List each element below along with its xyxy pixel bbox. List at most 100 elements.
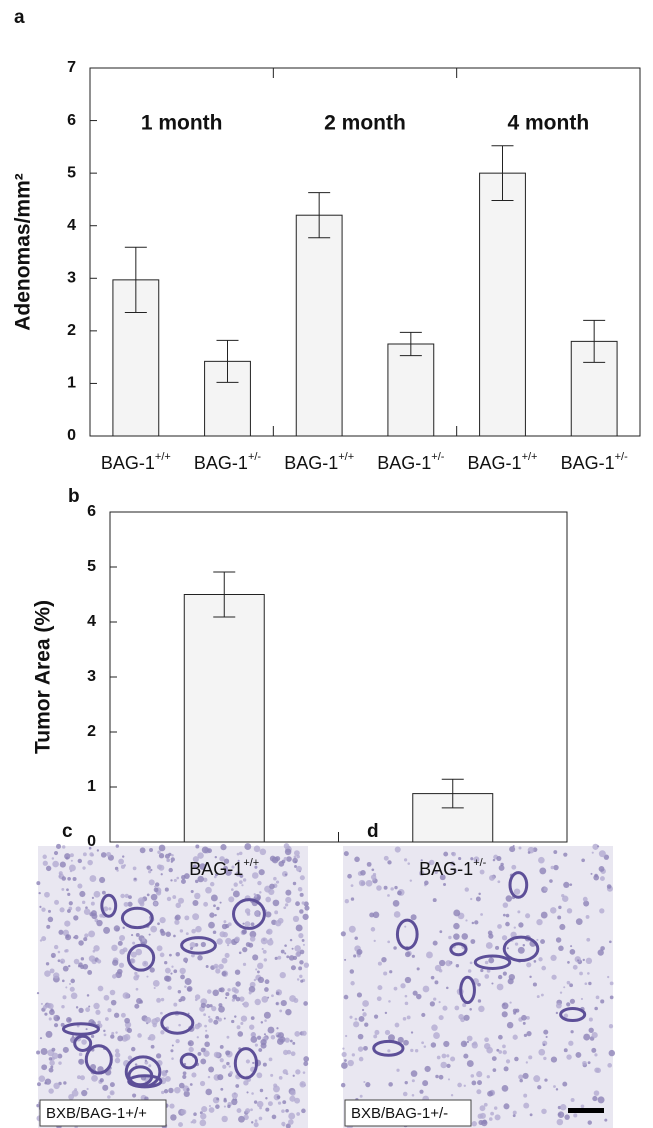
tissue <box>238 951 242 955</box>
tissue <box>410 1070 418 1077</box>
tissue <box>544 1078 548 1082</box>
tissue <box>36 1103 40 1108</box>
tissue <box>358 1056 364 1062</box>
tissue <box>53 850 59 856</box>
tissue <box>390 887 394 891</box>
tissue <box>591 1032 598 1039</box>
tissue <box>251 872 259 879</box>
tissue <box>298 966 303 971</box>
tissue <box>442 1005 448 1011</box>
tissue <box>205 886 212 894</box>
tissue <box>215 1016 220 1020</box>
tissue <box>203 1013 207 1017</box>
tissue <box>217 1017 222 1022</box>
tissue <box>245 1059 251 1064</box>
tissue <box>502 1050 507 1055</box>
tissue <box>350 981 355 986</box>
tissue <box>216 938 223 945</box>
tissue <box>147 1036 151 1041</box>
tissue <box>160 1030 165 1035</box>
tissue <box>58 929 64 935</box>
tissue <box>502 1044 506 1049</box>
tissue <box>301 901 305 905</box>
tissue <box>258 869 265 876</box>
tissue <box>394 1022 400 1028</box>
tissue <box>168 852 172 857</box>
tissue <box>166 858 171 863</box>
tissue <box>232 890 240 898</box>
tissue <box>607 975 610 979</box>
tissue <box>303 1056 310 1062</box>
tissue <box>410 1048 414 1053</box>
tissue <box>416 993 422 1000</box>
error-bar <box>213 571 236 618</box>
tissue <box>245 1108 251 1114</box>
tissue <box>242 922 245 925</box>
tissue <box>470 857 474 861</box>
tissue <box>231 888 234 891</box>
panel-label: a <box>14 7 25 28</box>
tissue <box>71 1035 75 1038</box>
tissue <box>258 1048 263 1052</box>
tissue <box>189 941 196 948</box>
tissue <box>188 1042 191 1045</box>
tissue <box>209 912 215 918</box>
tissue <box>73 936 76 939</box>
caption: BXB/BAG-1+/- <box>351 1105 448 1122</box>
tissue <box>365 879 373 887</box>
tissue <box>240 1015 248 1022</box>
tissue <box>271 994 274 998</box>
tissue <box>404 976 412 984</box>
tissue <box>381 957 387 963</box>
tissue <box>280 999 287 1007</box>
tissue <box>517 910 521 914</box>
tissue <box>55 843 62 849</box>
tissue <box>283 906 287 910</box>
tissue <box>179 967 186 975</box>
tissue <box>533 960 537 963</box>
tissue <box>195 925 202 933</box>
tissue <box>160 1090 165 1095</box>
tissue <box>91 853 94 857</box>
tissue <box>257 962 264 969</box>
tissue <box>219 931 226 938</box>
tissue <box>258 915 261 918</box>
tissue <box>239 996 245 1002</box>
tissue <box>182 1074 187 1079</box>
tissue <box>555 1002 562 1009</box>
tissue <box>82 963 89 970</box>
tissue <box>260 937 268 945</box>
tissue <box>292 857 298 864</box>
tissue <box>592 1095 598 1102</box>
tissue <box>185 932 189 936</box>
tissue <box>141 937 146 942</box>
tissue <box>583 1033 591 1041</box>
tissue <box>44 891 50 898</box>
error-bar <box>583 319 606 363</box>
tissue <box>252 954 259 961</box>
tissue <box>443 882 447 886</box>
tissue <box>599 876 605 882</box>
gland <box>449 942 468 957</box>
tissue <box>170 1114 177 1121</box>
tissue <box>51 857 55 860</box>
tissue <box>63 1081 67 1085</box>
tissue <box>221 971 227 977</box>
tissue <box>509 846 516 853</box>
tissue <box>294 1097 301 1104</box>
tissue <box>573 1113 578 1118</box>
tissue <box>303 1084 306 1087</box>
tissue <box>599 908 605 914</box>
tissue <box>445 960 452 967</box>
tissue <box>209 1004 213 1008</box>
tissue <box>289 995 297 1002</box>
tissue <box>170 860 173 863</box>
tissue <box>173 878 177 882</box>
tissue <box>453 922 460 930</box>
tissue <box>148 933 151 936</box>
tissue <box>553 850 558 854</box>
tissue <box>160 1011 163 1015</box>
tissue <box>93 1002 100 1010</box>
tissue <box>250 1108 253 1112</box>
tissue <box>299 974 303 979</box>
